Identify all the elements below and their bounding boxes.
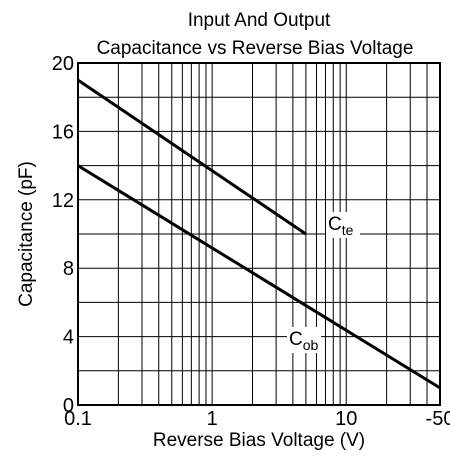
x-tick-label: 1 — [207, 408, 218, 430]
chart-title: Capacitance vs Reverse Bias Voltage — [97, 38, 414, 59]
y-tick-label: 0 — [63, 395, 74, 417]
y-tick-label: 20 — [52, 53, 74, 75]
series-name: C — [289, 329, 303, 350]
x-tick-label: 0.1 — [64, 408, 92, 430]
chart-title: Input And Output — [188, 10, 331, 31]
x-tick-label: 10 — [335, 408, 357, 430]
series-label: Cte — [328, 214, 354, 238]
x-axis-label: Reverse Bias Voltage (V) — [153, 430, 365, 451]
series-name: C — [328, 214, 342, 235]
line — [77, 164, 441, 390]
series-label: Cob — [289, 329, 319, 353]
series-subscript: ob — [303, 337, 319, 353]
y-tick-label: 4 — [63, 327, 74, 349]
y-tick-label: 12 — [52, 190, 74, 212]
label-bg — [287, 327, 321, 353]
y-axis-label: Capacitance (pF) — [16, 161, 37, 307]
series-subscript: te — [342, 222, 354, 238]
x-tick-label: -50 — [426, 408, 450, 430]
y-tick-label: 16 — [52, 121, 74, 143]
plot-frame — [77, 62, 441, 406]
y-tick-label: 8 — [63, 258, 74, 280]
line — [77, 78, 307, 236]
label-bg — [326, 212, 360, 238]
